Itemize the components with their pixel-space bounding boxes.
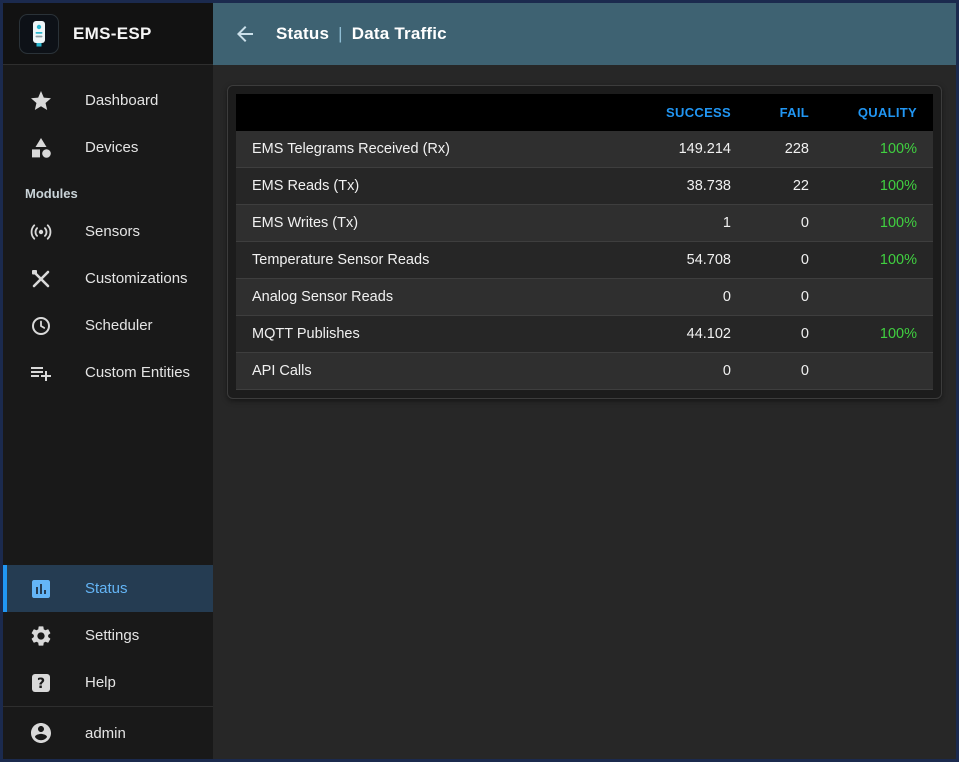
metric-name: EMS Writes (Tx) [236, 204, 627, 242]
page-title: Status | Data Traffic [276, 24, 447, 44]
metric-success-value: 0 [627, 278, 747, 316]
account-icon [29, 721, 53, 745]
metric-name: API Calls [236, 352, 627, 390]
sidebar-item-label: Settings [85, 627, 140, 644]
metric-name: EMS Telegrams Received (Rx) [236, 131, 627, 168]
main-area: Status | Data Traffic SUCCESS FAIL QUALITY [213, 3, 956, 759]
sidebar-item-sensors[interactable]: Sensors [3, 208, 213, 255]
column-header-name [236, 94, 627, 131]
table-row: API Calls 0 0 [236, 352, 933, 390]
svg-text:?: ? [37, 676, 45, 692]
clock-icon [29, 314, 53, 338]
metric-fail-value: 0 [747, 204, 825, 242]
metric-quality-value: 100% [825, 167, 933, 205]
metric-quality-value: 100% [825, 131, 933, 168]
metric-fail-value: 228 [747, 131, 825, 168]
table-row: EMS Writes (Tx) 1 0 100% [236, 204, 933, 242]
appbar: Status | Data Traffic [213, 3, 956, 65]
sidebar-item-label: Status [85, 580, 128, 597]
star-icon [29, 89, 53, 113]
gear-icon [29, 624, 53, 648]
metric-fail-value: 0 [747, 278, 825, 316]
sidebar-item-label: Help [85, 674, 116, 691]
table-row: Analog Sensor Reads 0 0 [236, 278, 933, 316]
sidebar-nav: Dashboard Devices Modules [3, 65, 213, 396]
table-header-row: SUCCESS FAIL QUALITY [236, 94, 933, 131]
sidebar-item-label: Customizations [85, 270, 188, 287]
sidebar-item-customizations[interactable]: Customizations [3, 255, 213, 302]
metric-success-value: 149.214 [627, 131, 747, 168]
sidebar-item-scheduler[interactable]: Scheduler [3, 302, 213, 349]
table-row: EMS Reads (Tx) 38.738 22 100% [236, 167, 933, 205]
table-row: Temperature Sensor Reads 54.708 0 100% [236, 241, 933, 279]
sidebar-item-status[interactable]: Status [3, 565, 213, 612]
modules-section-header: Modules [25, 186, 78, 201]
sidebar-item-label: Custom Entities [85, 364, 191, 381]
sidebar-item-label: admin [85, 724, 126, 742]
sidebar-item-label: Devices [85, 139, 139, 156]
page-title-section: Status [276, 24, 330, 43]
sidebar-item-label: Sensors [85, 223, 141, 240]
metric-fail-value: 0 [747, 352, 825, 390]
page-title-page: Data Traffic [351, 24, 447, 43]
metric-success-value: 44.102 [627, 315, 747, 353]
column-header-success: SUCCESS [627, 94, 747, 131]
table-row: EMS Telegrams Received (Rx) 149.214 228 … [236, 131, 933, 168]
playlist-add-icon [29, 361, 53, 385]
sidebar-item-devices[interactable]: Devices [3, 124, 213, 171]
sidebar-spacer [3, 396, 213, 565]
metric-quality-value [825, 278, 933, 316]
category-icon [29, 136, 53, 160]
sidebar-item-label: Dashboard [85, 92, 159, 109]
metric-success-value: 54.708 [627, 241, 747, 279]
data-traffic-table: SUCCESS FAIL QUALITY EMS Telegrams Recei… [236, 94, 933, 390]
metric-name: EMS Reads (Tx) [236, 167, 627, 205]
metric-quality-value [825, 352, 933, 390]
metric-quality-value: 100% [825, 204, 933, 242]
sidebar-item-admin[interactable]: admin [3, 707, 213, 759]
metric-success-value: 0 [627, 352, 747, 390]
metric-quality-value: 100% [825, 241, 933, 279]
arrow-back-icon[interactable] [233, 22, 257, 46]
metric-quality-value: 100% [825, 315, 933, 353]
content-area: SUCCESS FAIL QUALITY EMS Telegrams Recei… [213, 65, 956, 759]
metric-success-value: 38.738 [627, 167, 747, 205]
traffic-table-body: EMS Telegrams Received (Rx) 149.214 228 … [236, 131, 933, 390]
metric-success-value: 1 [627, 204, 747, 242]
metric-name: Temperature Sensor Reads [236, 241, 627, 279]
sidebar-item-settings[interactable]: Settings [3, 612, 213, 659]
metric-name: MQTT Publishes [236, 315, 627, 353]
metric-fail-value: 0 [747, 241, 825, 279]
help-icon: ? [29, 671, 53, 695]
metric-fail-value: 22 [747, 167, 825, 205]
sidebar: EMS-ESP Dashboard Devices Modu [3, 3, 213, 759]
page-title-separator: | [338, 24, 343, 43]
sidebar-item-label: Scheduler [85, 317, 153, 334]
ems-esp-logo [19, 13, 59, 54]
table-row: MQTT Publishes 44.102 0 100% [236, 315, 933, 353]
tools-icon [29, 267, 53, 291]
sidebar-divider [3, 706, 213, 707]
app-title: EMS-ESP [73, 23, 152, 43]
sidebar-item-custom-entities[interactable]: Custom Entities [3, 349, 213, 396]
column-header-fail: FAIL [747, 94, 825, 131]
metric-name: Analog Sensor Reads [236, 278, 627, 316]
data-traffic-card: SUCCESS FAIL QUALITY EMS Telegrams Recei… [227, 85, 942, 399]
sensors-icon [29, 220, 53, 244]
sidebar-bottom-nav: Status Settings ? Help [3, 565, 213, 706]
sidebar-header: EMS-ESP [3, 3, 213, 65]
sidebar-item-help[interactable]: ? Help [3, 659, 213, 706]
metric-fail-value: 0 [747, 315, 825, 353]
bar-chart-icon [29, 577, 53, 601]
column-header-quality: QUALITY [825, 94, 933, 131]
sidebar-item-dashboard[interactable]: Dashboard [3, 77, 213, 124]
